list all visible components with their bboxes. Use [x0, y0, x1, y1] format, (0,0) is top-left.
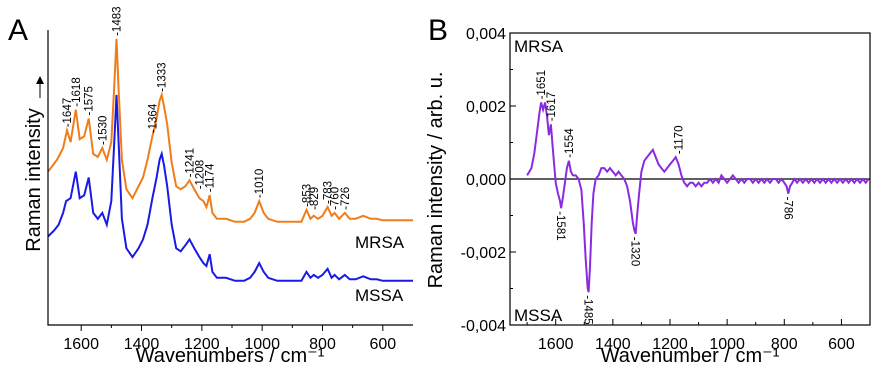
- x-tick-label-b: 1600: [538, 336, 574, 353]
- y-tick-label-b: -0,004: [461, 318, 506, 335]
- x-tick-label-b: 800: [771, 336, 798, 353]
- panel-letter-a: A: [8, 14, 28, 47]
- peak-label-a: -1575: [84, 86, 96, 115]
- x-axis-label-a: Wavenumbers / cm⁻¹: [136, 345, 325, 367]
- x-tick-label-a: 1200: [184, 336, 220, 353]
- peak-label-a: -853: [302, 184, 314, 207]
- peak-label-a: -1364: [147, 103, 159, 133]
- series-line-mssa: [47, 94, 413, 282]
- peak-label-b: -1485: [582, 295, 594, 324]
- series-line-difference: [526, 102, 870, 293]
- x-tick-label-b: 600: [828, 336, 855, 353]
- series-label-mrsa-a: MRSA: [355, 233, 405, 252]
- peak-label-a: -1618: [71, 77, 83, 106]
- x-tick-label-a: 1600: [63, 336, 99, 353]
- peak-label-a: -1010: [254, 169, 266, 198]
- y-axis-label-a: Raman intensity: [23, 108, 45, 251]
- peak-label-a: -1530: [97, 116, 109, 145]
- peak-label-a: -1208: [194, 160, 206, 189]
- x-tick-label-b: 1000: [709, 336, 745, 353]
- peak-label-a: -1483: [112, 6, 124, 35]
- peak-label-a: -1647: [62, 98, 74, 127]
- peak-label-a: -1333: [157, 62, 169, 91]
- series-label-mssa-a: MSSA: [355, 286, 404, 305]
- peak-label-b: -786: [781, 197, 793, 220]
- y-tick-label-b: 0,000: [466, 172, 506, 189]
- x-tick-label-a: 600: [369, 336, 396, 353]
- x-tick-label-a: 1000: [244, 336, 280, 353]
- peak-label-a: -783: [323, 181, 335, 204]
- peak-label-b: -1617: [546, 92, 558, 121]
- y-tick-label-b: -0,002: [461, 245, 506, 262]
- y-axis-arrowhead-a: [36, 76, 44, 84]
- peak-label-a: -1174: [205, 163, 217, 192]
- x-tick-label-b: 1200: [652, 336, 688, 353]
- peak-label-b: -1320: [629, 237, 641, 266]
- y-tick-label-b: 0,002: [466, 99, 506, 116]
- axis-frame-a: [47, 30, 413, 326]
- series-label-mrsa-b: MRSA: [514, 37, 564, 56]
- panel-letter-b: B: [428, 14, 448, 47]
- x-tick-label-a: 800: [309, 336, 336, 353]
- y-tick-label-b: 0,004: [466, 26, 506, 43]
- peak-label-a: -1241: [185, 148, 197, 177]
- peak-label-b: -1581: [554, 211, 566, 240]
- peak-label-a: -726: [340, 187, 352, 210]
- series-label-mssa-b: MSSA: [514, 306, 563, 325]
- peak-label-b: -1554: [564, 128, 576, 158]
- series-line-mrsa: [47, 38, 413, 223]
- peak-label-a: -760: [330, 187, 342, 210]
- x-tick-label-b: 1400: [595, 336, 631, 353]
- y-axis-label-b: Raman intensity / arb. u.: [425, 72, 447, 289]
- x-tick-label-a: 1400: [124, 336, 160, 353]
- peak-label-b: -1651: [536, 70, 548, 99]
- peak-label-a: -829: [309, 187, 321, 210]
- peak-label-b: -1170: [674, 126, 686, 155]
- x-axis-label-b: Wavenumber / cm⁻¹: [601, 345, 780, 367]
